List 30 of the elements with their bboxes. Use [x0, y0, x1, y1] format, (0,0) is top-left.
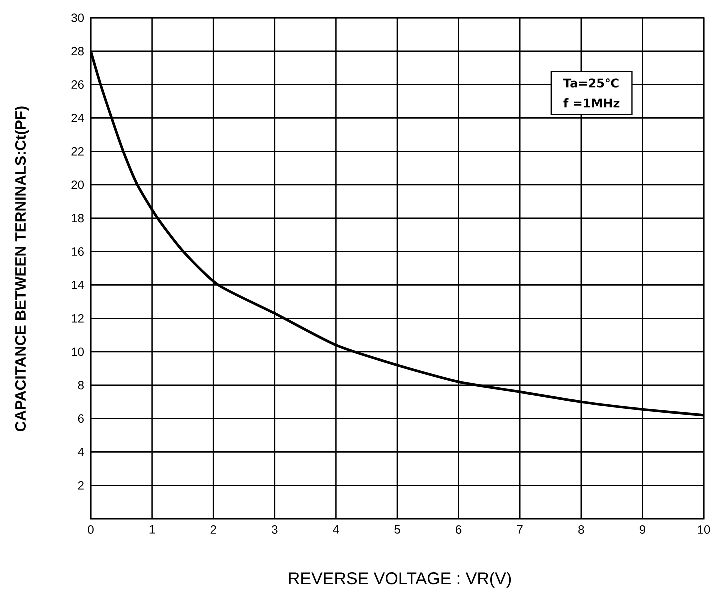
y-tick-label: 16	[72, 248, 84, 256]
y-tick-label: 26	[72, 80, 84, 90]
x-tick-label: 1	[150, 526, 156, 534]
y-tick-label: 30	[72, 14, 84, 22]
x-tick-label: 6	[456, 526, 462, 534]
y-tick-label: 14	[72, 281, 84, 290]
y-tick-label: 20	[72, 180, 84, 190]
x-tick-label: 8	[578, 526, 584, 534]
y-tick-label: 18	[72, 214, 84, 223]
x-tick-label: 0	[88, 526, 94, 534]
annotation: f =1MHz	[564, 98, 620, 108]
x-tick-label: 7	[517, 526, 523, 534]
x-axis-title: REVERSE VOLTAGE : VR(V)	[289, 572, 512, 588]
x-tick-label: 10	[698, 526, 710, 534]
y-tick-label: 22	[72, 147, 84, 156]
y-tick-label: 8	[78, 381, 84, 390]
y-tick-label: 12	[72, 314, 84, 323]
x-tick-label: 9	[640, 526, 646, 534]
y-tick-label: 24	[72, 114, 84, 122]
x-tick-label: 3	[272, 526, 278, 534]
y-tick-label: 10	[72, 348, 84, 356]
y-tick-label: 2	[78, 481, 84, 490]
annotation: Ta=25℃	[564, 78, 619, 88]
x-tick-label: 2	[210, 526, 216, 534]
x-tick-label: 5	[394, 526, 400, 534]
y-tick-label: 28	[72, 47, 84, 56]
y-axis-title: CAPACITANCE BETWEEN TERNINALS:Ct(PF)	[15, 106, 29, 432]
y-tick-label: 6	[78, 414, 84, 424]
x-tick-label: 4	[333, 526, 340, 534]
y-tick-label: 4	[78, 448, 84, 456]
